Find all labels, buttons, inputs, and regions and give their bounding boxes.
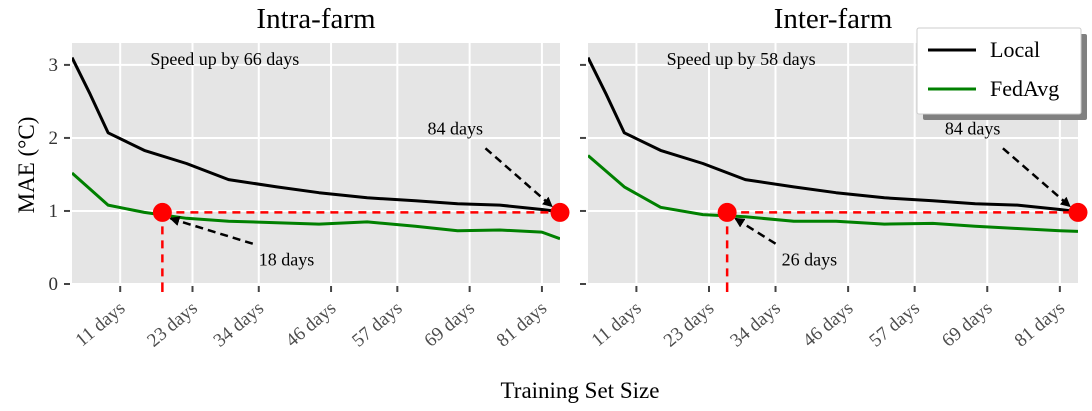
annotation-text: 26 days xyxy=(782,250,838,270)
highlight-marker xyxy=(1068,202,1088,222)
series-line-local xyxy=(588,56,1078,214)
series-line-fedavg xyxy=(72,171,560,241)
x-tick-label: 46 days xyxy=(282,298,340,352)
x-tick-label: 11 days xyxy=(72,298,130,351)
x-tick-label: 81 days xyxy=(1011,298,1069,352)
series-line-fedavg xyxy=(588,154,1078,233)
x-tick-label: 57 days xyxy=(348,298,406,352)
annotation-arrow xyxy=(169,216,254,245)
panel-title: Inter-farm xyxy=(774,3,893,35)
annotation-text: Speed up by 58 days xyxy=(667,49,816,69)
plot-background xyxy=(72,43,560,284)
x-tick-label: 46 days xyxy=(799,298,857,352)
legend-label-local: Local xyxy=(990,37,1040,62)
annotation-arrow xyxy=(734,217,777,245)
x-tick-label: 81 days xyxy=(493,298,551,352)
x-tick-label: 69 days xyxy=(420,298,478,352)
panel-title: Intra-farm xyxy=(256,3,376,35)
highlight-marker xyxy=(152,202,172,222)
annotation-text: 18 days xyxy=(259,250,315,270)
x-tick-label: 34 days xyxy=(726,298,784,352)
annotation-text: 84 days xyxy=(427,118,483,138)
highlight-marker xyxy=(717,202,737,222)
x-tick-label: 23 days xyxy=(143,298,201,352)
annotation-text: Speed up by 66 days xyxy=(150,49,299,69)
y-tick-label: 1 xyxy=(49,201,59,222)
x-tick-label: 23 days xyxy=(660,298,718,352)
annotation-text: 84 days xyxy=(945,118,1001,138)
y-tick-label: 0 xyxy=(49,274,59,295)
y-tick-label: 2 xyxy=(49,128,59,149)
annotation-arrow xyxy=(484,147,553,208)
highlight-marker xyxy=(550,202,570,222)
series-line-local xyxy=(72,56,560,214)
legend-label-fedavg: FedAvg xyxy=(990,76,1059,101)
x-axis-label: Training Set Size xyxy=(501,378,660,403)
x-tick-label: 69 days xyxy=(938,298,996,352)
x-tick-label: 57 days xyxy=(866,298,924,352)
legend: Local FedAvg xyxy=(916,27,1087,120)
panel-intra-farm: 0 1 2 3 11 days 23 days 34 days 46 days 57 days 6… xyxy=(49,3,570,351)
y-tick-label: 3 xyxy=(49,55,59,76)
annotation-arrow xyxy=(1002,147,1071,208)
x-tick-label: 11 days xyxy=(588,298,646,351)
y-axis-label: MAE (°C) xyxy=(14,117,39,214)
x-tick-label: 34 days xyxy=(210,298,268,352)
